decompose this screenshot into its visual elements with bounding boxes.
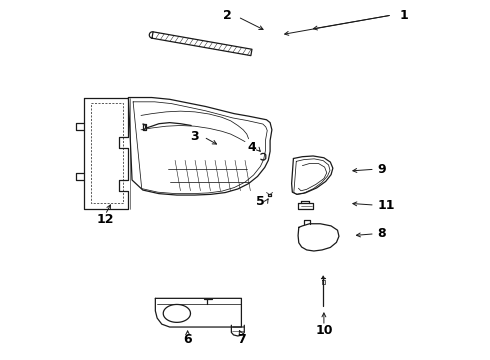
Text: 10: 10 — [315, 324, 333, 337]
Text: 8: 8 — [378, 227, 386, 240]
Text: 2: 2 — [222, 9, 231, 22]
Text: 5: 5 — [256, 195, 265, 208]
Text: 12: 12 — [97, 213, 114, 226]
Text: 6: 6 — [183, 333, 192, 346]
Text: 11: 11 — [378, 199, 395, 212]
Text: 9: 9 — [378, 163, 386, 176]
Text: 1: 1 — [399, 9, 408, 22]
Text: 7: 7 — [237, 333, 246, 346]
Text: 3: 3 — [190, 130, 198, 144]
Text: 4: 4 — [247, 141, 256, 154]
